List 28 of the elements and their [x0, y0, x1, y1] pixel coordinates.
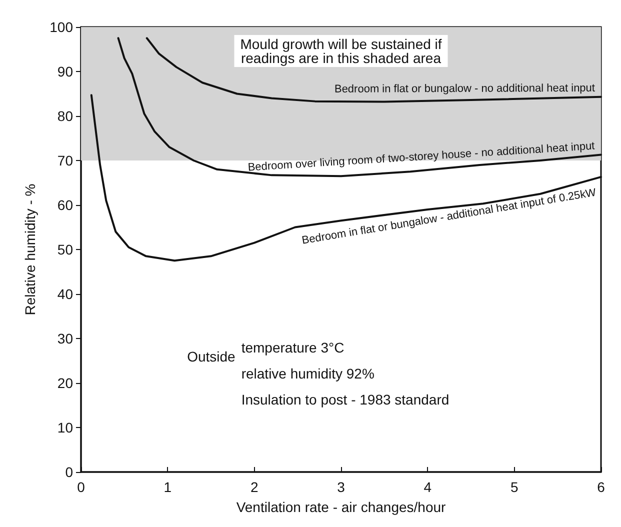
annotation: relative humidity 92% — [241, 365, 374, 382]
y-tick-label: 60 — [57, 197, 74, 213]
x-tick-label: 3 — [337, 479, 346, 495]
y-tick-label: 20 — [57, 375, 74, 391]
series-label: Bedroom over living room of two-storey house - no additional heat input — [248, 140, 596, 174]
text: Bedroom in flat or bungalow - additional heat input of 0.25kW — [301, 186, 598, 247]
annotation: Outside — [187, 348, 236, 364]
x-tick-label: 1 — [164, 479, 172, 495]
y-tick-label: 50 — [57, 242, 74, 258]
y-tick-label: 30 — [57, 330, 74, 346]
y-tick-label: 100 — [50, 19, 74, 35]
y-tick-label: 90 — [57, 64, 74, 80]
x-axis-title: Ventilation rate - air changes/hour — [236, 499, 446, 515]
x-tick-label: 0 — [77, 479, 86, 495]
y-tick-label: 0 — [65, 464, 74, 480]
annotation: temperature 3°C — [241, 339, 344, 356]
x-tick-label: 5 — [510, 479, 518, 495]
y-tick-label: 10 — [57, 420, 74, 436]
y-tick-label: 80 — [57, 108, 74, 124]
y-tick-label: 40 — [57, 286, 74, 302]
band-label: Mould growth will be sustained if readings are in this shaded area — [240, 36, 442, 66]
y-tick-label: 70 — [57, 152, 74, 168]
x-tick-label: 4 — [424, 479, 432, 495]
series-label: Bedroom in flat or bungalow - no additional heat input — [334, 82, 595, 96]
y-axis-title: Relative humidity - % — [22, 184, 38, 316]
annotation: Insulation to post - 1983 standard — [241, 391, 450, 408]
x-tick-label: 2 — [250, 479, 258, 495]
x-tick-label: 6 — [597, 479, 606, 495]
